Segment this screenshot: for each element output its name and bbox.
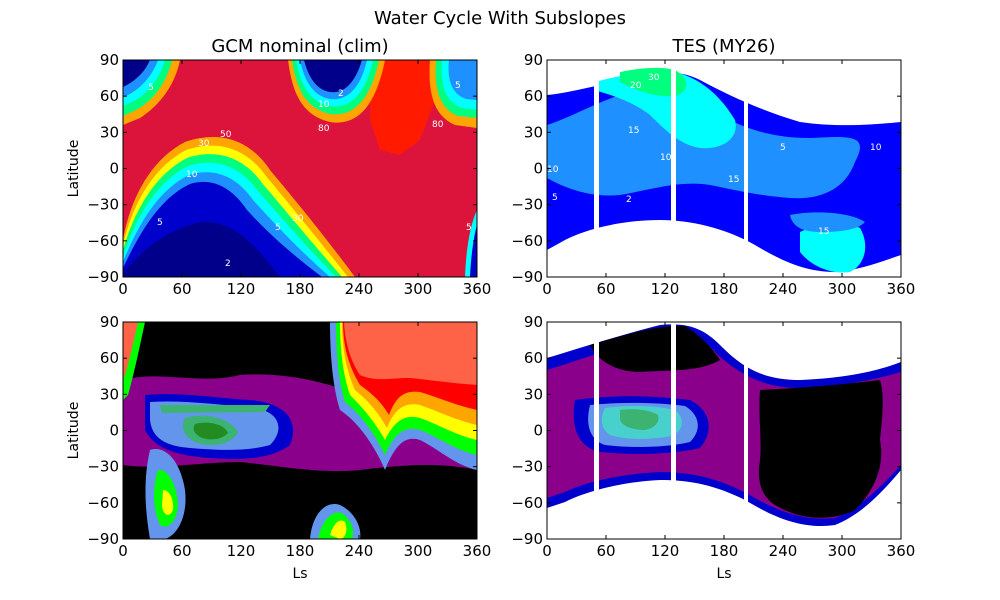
x-tick-label: 180 bbox=[286, 280, 315, 298]
tes-bottom-field bbox=[547, 322, 901, 539]
x-tick-label: 60 bbox=[596, 542, 615, 560]
x-tick-label: 60 bbox=[172, 542, 191, 560]
x-tick-label: 180 bbox=[710, 280, 739, 298]
contour-label: 15 bbox=[628, 126, 639, 136]
y-tick-label: 30 bbox=[524, 385, 543, 403]
y-tick-label: −30 bbox=[511, 458, 543, 476]
x-tick-label: 180 bbox=[710, 542, 739, 560]
tes-contour-labels: 20 30 15 10 5 2 10 15 5 15 10 bbox=[547, 73, 882, 237]
x-axis-label: Ls bbox=[292, 566, 307, 582]
contour-label: 5 bbox=[466, 223, 472, 233]
y-tick-label: −30 bbox=[87, 196, 119, 214]
y-tick-label: −30 bbox=[511, 196, 543, 214]
panel-gcm-nominal: 5 10 2 5 80 80 50 30 10 5 2 5 30 5 GCM n… bbox=[66, 36, 491, 298]
x-tick-label: 360 bbox=[463, 280, 492, 298]
x-tick-label: 240 bbox=[769, 280, 798, 298]
contour-label: 10 bbox=[318, 100, 330, 110]
contour-label: 5 bbox=[552, 193, 558, 203]
x-tick-label: 360 bbox=[887, 280, 916, 298]
y-tick-label: −30 bbox=[87, 458, 119, 476]
contour-label: 10 bbox=[870, 143, 882, 153]
panel-gcm-bottom: Latitude Ls 0 60 120 180 240 300 360 −90 −60 −30 0… bbox=[66, 313, 491, 582]
x-tick-label: 300 bbox=[828, 542, 857, 560]
x-tick-label: 60 bbox=[596, 280, 615, 298]
figure-title: Water Cycle With Subslopes bbox=[374, 8, 626, 29]
y-tick-label: 90 bbox=[100, 51, 119, 69]
y-tick-label: 90 bbox=[524, 313, 543, 331]
y-tick-label: 0 bbox=[533, 160, 543, 178]
contour-label: 80 bbox=[432, 120, 444, 130]
x-tick-label: 60 bbox=[172, 280, 191, 298]
y-tick-label: 90 bbox=[100, 313, 119, 331]
y-axis-label: Latitude bbox=[66, 402, 82, 460]
x-tick-label: 300 bbox=[828, 280, 857, 298]
contour-label: 15 bbox=[818, 227, 829, 237]
contour-label: 5 bbox=[780, 143, 786, 153]
panel-tes-bottom: Ls 0 60 120 180 240 300 360 −90 −60 −30 0 30 60 90 bbox=[511, 313, 915, 582]
y-tick-label: −90 bbox=[87, 530, 119, 548]
gcm-contour-labels: 5 10 2 5 80 80 50 30 10 5 2 5 30 5 bbox=[148, 81, 472, 269]
y-tick-label: −60 bbox=[87, 232, 119, 250]
x-tick-label: 300 bbox=[404, 280, 433, 298]
contour-label: 2 bbox=[626, 195, 632, 205]
contour-label: 10 bbox=[186, 170, 198, 180]
contour-label: 30 bbox=[198, 139, 210, 149]
y-tick-label: 60 bbox=[524, 349, 543, 367]
contour-label: 5 bbox=[275, 223, 281, 233]
contour-label: 10 bbox=[547, 165, 559, 175]
y-tick-label: −90 bbox=[87, 268, 119, 286]
contour-label: 30 bbox=[292, 214, 304, 224]
y-tick-label: 60 bbox=[524, 87, 543, 105]
contour-label: 50 bbox=[220, 130, 232, 140]
x-tick-label: 360 bbox=[463, 542, 492, 560]
x-tick-label: 0 bbox=[118, 542, 128, 560]
x-tick-label: 0 bbox=[542, 280, 552, 298]
contour-label: 15 bbox=[728, 175, 739, 185]
x-tick-label: 180 bbox=[286, 542, 315, 560]
y-tick-label: −90 bbox=[511, 530, 543, 548]
contour-label: 5 bbox=[455, 81, 461, 91]
y-tick-label: −60 bbox=[87, 494, 119, 512]
contour-label: 2 bbox=[225, 259, 231, 269]
x-tick-label: 240 bbox=[345, 542, 374, 560]
x-tick-label: 120 bbox=[651, 280, 680, 298]
y-tick-label: −60 bbox=[511, 232, 543, 250]
panel-title: TES (MY26) bbox=[672, 36, 776, 57]
x-axis-label: Ls bbox=[716, 566, 731, 582]
contour-label: 80 bbox=[318, 124, 330, 134]
gcm-bottom-field bbox=[123, 322, 477, 539]
contour-label: 20 bbox=[630, 81, 642, 91]
x-tick-label: 120 bbox=[227, 542, 256, 560]
x-tick-label: 120 bbox=[651, 542, 680, 560]
x-tick-label: 300 bbox=[404, 542, 433, 560]
y-tick-label: 30 bbox=[100, 385, 119, 403]
y-tick-label: 90 bbox=[524, 51, 543, 69]
contour-label: 5 bbox=[157, 218, 163, 228]
gcm-contour-field bbox=[123, 60, 477, 277]
y-tick-label: 0 bbox=[109, 422, 119, 440]
x-tick-label: 360 bbox=[887, 542, 916, 560]
contour-label: 5 bbox=[148, 83, 154, 93]
panel-tes: 20 30 15 10 5 2 10 15 5 15 10 TES (MY26)… bbox=[511, 36, 915, 298]
y-axis-label: Latitude bbox=[66, 140, 82, 198]
panel-title: GCM nominal (clim) bbox=[211, 36, 388, 57]
y-tick-label: −90 bbox=[511, 268, 543, 286]
x-tick-label: 0 bbox=[118, 280, 128, 298]
tes-contour-field bbox=[547, 60, 901, 277]
y-tick-label: 30 bbox=[524, 123, 543, 141]
y-tick-label: 60 bbox=[100, 87, 119, 105]
y-tick-label: −60 bbox=[511, 494, 543, 512]
x-tick-label: 0 bbox=[542, 542, 552, 560]
x-tick-label: 240 bbox=[769, 542, 798, 560]
contour-label: 30 bbox=[648, 73, 660, 83]
y-tick-label: 0 bbox=[109, 160, 119, 178]
x-tick-label: 240 bbox=[345, 280, 374, 298]
contour-label: 10 bbox=[660, 153, 672, 163]
y-tick-label: 30 bbox=[100, 123, 119, 141]
y-tick-label: 60 bbox=[100, 349, 119, 367]
x-tick-label: 120 bbox=[227, 280, 256, 298]
y-tick-label: 0 bbox=[533, 422, 543, 440]
contour-label: 2 bbox=[338, 89, 344, 99]
